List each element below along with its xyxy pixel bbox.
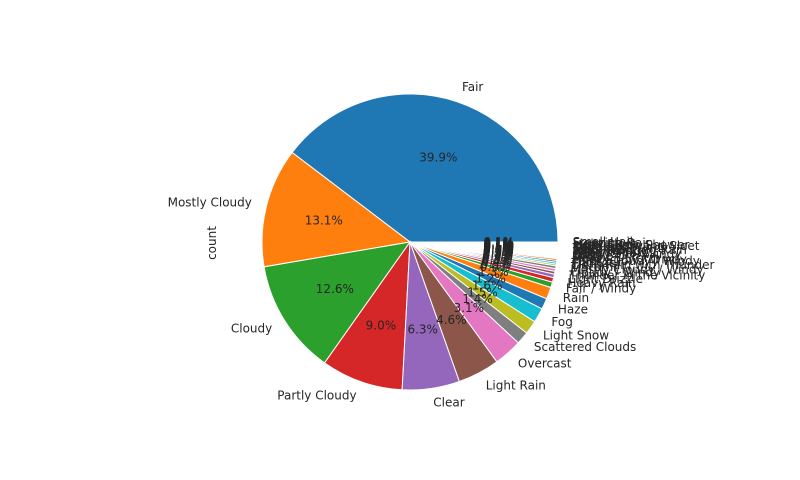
slice-label-heavy-rain-shower: Heavy Rain Shower (573, 238, 690, 252)
slice-label-t-storm: T-Storm (570, 260, 618, 274)
slice-label-mist: Mist (572, 250, 597, 264)
slice-label-partly-cloudy: Partly Cloudy (277, 388, 356, 402)
slice-percent-thunder-in-the-vicinity: 0.3% (482, 253, 513, 267)
slice-label-snow: Snow (572, 248, 605, 262)
slice-percent-partly-cloudy: 9.0% (366, 318, 397, 332)
slice-label-overcast: Overcast (518, 356, 572, 370)
slice-label-heavy-snow: Heavy Snow (572, 246, 646, 260)
slice-label-heavy-rain: Heavy Rain (567, 276, 635, 290)
slice-label-light-rain: Light Rain (486, 379, 546, 393)
slice-percent-light-snow: 1.5% (467, 286, 498, 300)
slice-label-small-hail: Small Hail (573, 235, 633, 249)
slice-label-clear: Clear (433, 396, 464, 410)
slice-percent-mist: 0.1% (483, 243, 514, 257)
slice-percent-cloudy: 12.6% (316, 282, 354, 296)
slice-percent-light-sleet: 0.1% (484, 236, 515, 250)
slice-label-cloudy-windy: Cloudy / Windy (570, 265, 660, 279)
slice-percent-haze: 1.2% (475, 272, 506, 286)
slice-label-light-rain-with-thunder: Light Rain with Thunder (571, 258, 714, 272)
slice-percent-light-drizzle: 0.4% (481, 255, 512, 269)
slice-label-light-drizzle: Light Drizzle (568, 272, 643, 286)
slice-percent-squalls: 0.1% (483, 238, 514, 252)
slice-percent-small-hail: 0.1% (484, 235, 515, 249)
slice-percent-clear: 6.3% (407, 322, 438, 336)
pie-slice-partly-cloudy (323, 240, 411, 391)
slice-percent-heavy-snow: 0.1% (483, 241, 514, 255)
pie-slice-small-hail (409, 241, 559, 244)
slice-label-light-rain-windy: Light Rain / Windy (572, 247, 681, 261)
slice-label-fair-windy: Fair / Windy (566, 282, 636, 296)
slice-label-rain: Rain (563, 291, 589, 305)
slice-percent-rain-windy: 0.1% (483, 240, 514, 254)
slice-label-wintry-mix: Wintry Mix (572, 245, 636, 259)
slice-label-heavy-t-storm: Heavy T-Storm (572, 251, 660, 265)
slice-percent-overcast: 3.1% (454, 301, 485, 315)
slice-percent-scattered-clouds: 1.4% (462, 292, 493, 306)
slice-percent-heavy-t-storm: 0.1% (483, 244, 514, 258)
slice-label-light-snow-windy: Light Snow / Windy (572, 252, 687, 266)
pie-slice-mostly-cloudy (261, 151, 412, 268)
slice-percent-fog: 1.6% (472, 278, 503, 292)
slice-percent-heavy-rain: 0.5% (481, 257, 512, 271)
slice-percent-t-storm-windy: 0.1% (483, 238, 514, 252)
slice-label-cloudy: Cloudy (231, 321, 272, 335)
slice-percent-light-snow-and-sleet: 0.1% (484, 237, 515, 251)
slice-label-drizzle: Drizzle (572, 249, 613, 263)
slice-percent-drizzle: 0.1% (483, 243, 514, 257)
slice-percent-t-storm: 0.2% (482, 248, 513, 262)
slice-percent-thunder: 0.2% (483, 246, 514, 260)
slice-label-light-snow: Light Snow (543, 328, 609, 342)
slice-percent-fair-windy: 0.6% (480, 260, 511, 274)
slice-label-haze: Haze (558, 303, 588, 317)
slice-label-squalls: Squalls (573, 240, 616, 254)
slice-percent-rain: 1.3% (478, 265, 509, 279)
slice-label-partly-cloudy-windy: Partly Cloudy / Windy (572, 254, 700, 268)
slice-label-light-sleet: Light Sleet (573, 237, 637, 251)
slice-label-mostly-cloudy-windy: Mostly Cloudy / Windy (570, 262, 703, 276)
pie-percent-labels: 39.9%13.1%12.6%9.0% 6.3%4.6%3.1%1.4%1.5%1… (305, 150, 514, 336)
slice-label-fog: Fog (551, 315, 572, 329)
slice-percent-light-rain-windy: 0.1% (483, 241, 514, 255)
slice-percent-light-snow-windy: 0.1% (483, 244, 514, 258)
slice-label-rain-windy: Rain / Windy (573, 244, 648, 258)
pie-slice-fair (291, 93, 559, 243)
slice-label-light-freezing-rain: Light Freezing Rain (573, 243, 687, 257)
slice-percent-heavy-rain-shower: 0.1% (484, 236, 515, 250)
slice-label-t-storm-windy: T-Storm / Windy (572, 241, 669, 255)
slice-label-small-hail: Small Hail (573, 242, 633, 256)
y-axis-label: count (205, 226, 219, 260)
slice-percent-light-rain: 4.6% (436, 313, 467, 327)
pie-slice-cloudy (263, 241, 412, 364)
slice-label-freezing-rain: Freezing Rain (573, 236, 654, 250)
slice-percent-mostly-cloudy: 13.1% (305, 213, 343, 227)
slice-percent-mostly-cloudy-windy: 0.3% (482, 250, 513, 264)
slice-label-thunder-in-the-vicinity: Thunder in the Vicinity (568, 268, 705, 282)
slice-label-thunder: Thunder (570, 256, 621, 270)
slice-percent-light-rain-with-thunder: 0.2% (483, 247, 514, 261)
slice-percent-partly-cloudy-windy: 0.2% (483, 245, 514, 259)
slice-label-mostly-cloudy: Mostly Cloudy (168, 196, 252, 210)
slice-percent-light-freezing-rain: 0.1% (483, 239, 514, 253)
slice-label-scattered-clouds: Scattered Clouds (534, 340, 636, 354)
slice-label-light-snow-and-sleet: Light Snow and Sleet (573, 239, 700, 253)
pie-labels: Fair Mostly Cloudy Cloudy Partly Cloudy Clea… (168, 80, 715, 409)
slice-percent-snow: 0.1% (483, 242, 514, 256)
slice-percent-small-hail: 0.1% (483, 239, 514, 253)
slice-percent-freezing-rain: 0.1% (484, 235, 515, 249)
slice-percent-fair: 39.9% (419, 150, 457, 164)
slice-percent-cloudy-windy: 0.3% (482, 251, 513, 265)
pie-slices (261, 93, 559, 391)
slice-label-fair: Fair (462, 80, 483, 94)
slice-percent-wintry-mix: 0.1% (483, 240, 514, 254)
